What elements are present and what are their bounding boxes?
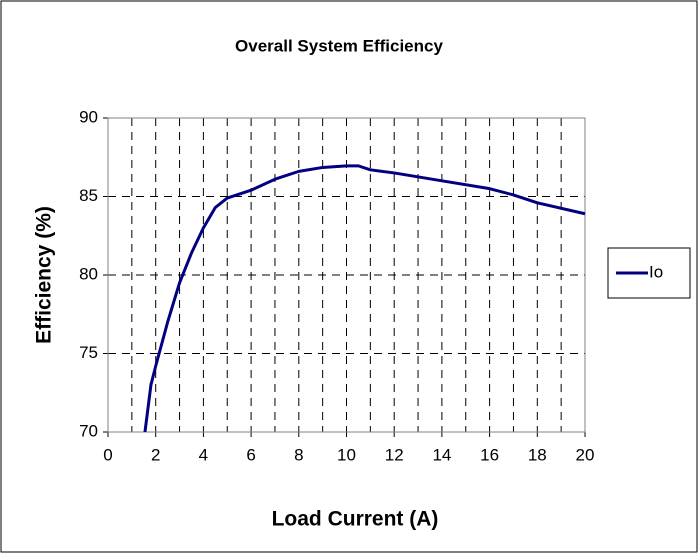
x-tick-label: 8 [294, 445, 303, 464]
y-tick-label: 75 [79, 343, 98, 362]
y-tick-label: 70 [79, 421, 98, 440]
chart-title: Overall System Efficiency [235, 36, 443, 55]
x-tick-label: 0 [103, 445, 112, 464]
x-tick-label: 6 [246, 445, 255, 464]
x-tick-label: 18 [528, 445, 547, 464]
y-tick-label: 85 [79, 186, 98, 205]
x-axis-label: Load Current (A) [272, 508, 439, 531]
plot-border [107, 117, 586, 433]
legend-label: Io [649, 262, 663, 281]
y-tick-label: 90 [79, 107, 98, 126]
x-tick-label: 14 [432, 445, 451, 464]
line-series [143, 164, 586, 433]
x-tick-label: 12 [385, 445, 404, 464]
x-tick-label: 2 [151, 445, 160, 464]
y-tick-label: 80 [79, 264, 98, 283]
x-tick-label: 10 [337, 445, 356, 464]
x-tick-label: 20 [576, 445, 595, 464]
x-tick-label: 16 [480, 445, 499, 464]
y-axis-label: Efficiency (%) [33, 206, 56, 344]
x-tick-label: 4 [199, 445, 208, 464]
